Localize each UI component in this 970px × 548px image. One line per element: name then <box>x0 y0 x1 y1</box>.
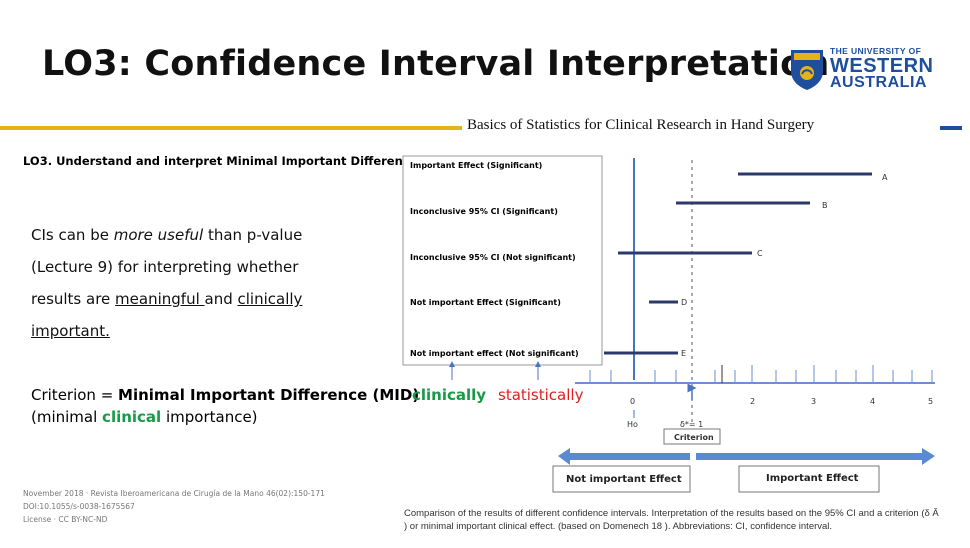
row-label-c: Inconclusive 95% CI (Not significant) <box>410 253 576 262</box>
ci-letter-c: C <box>757 249 763 258</box>
para-line-3: results are meaningful and clinically <box>31 290 303 308</box>
ci-letter-e: E <box>681 349 686 358</box>
learning-objective-heading: LO3. Understand and interpret Minimal Im… <box>23 154 418 168</box>
tick-label-2: 2 <box>750 397 755 406</box>
university-logo: THE UNIVERSITY OF WESTERN AUSTRALIA <box>788 47 938 97</box>
tick-label-3: 3 <box>811 397 816 406</box>
para-line-1: CIs can be more useful than p-value <box>31 226 303 244</box>
criterion-box-label: Criterion <box>674 433 714 442</box>
ci-letter-b: B <box>822 201 828 210</box>
not-important-effect-label: Not important Effect <box>566 474 682 485</box>
statistically-label: statistically <box>498 386 584 404</box>
right-effect-arrow <box>696 448 935 465</box>
tick-label-5: 5 <box>928 397 933 406</box>
gold-divider <box>0 126 462 130</box>
page-title: LO3: Confidence Interval Interpretation <box>42 44 830 84</box>
logo-line1: THE UNIVERSITY OF <box>830 46 922 56</box>
legend-box <box>402 155 603 366</box>
criterion-definition: Criterion = Minimal Important Difference… <box>31 386 420 426</box>
row-label-a: Important Effect (Significant) <box>410 161 542 170</box>
row-label-d: Not important Effect (Significant) <box>410 298 561 307</box>
not-important-effect-box <box>552 465 691 493</box>
important-effect-label: Important Effect <box>766 473 859 484</box>
criterion-box <box>663 428 721 445</box>
left-effect-arrow <box>558 448 690 465</box>
ci-letter-d: D <box>681 298 687 307</box>
doi-line: DOI:10.1055/s-0038-1675567 <box>23 502 135 511</box>
important-effect-box <box>738 465 880 493</box>
slide-subtitle: Basics of Statistics for Clinical Resear… <box>467 117 815 133</box>
ci-letter-a: A <box>882 173 888 182</box>
clinically-label: clinically <box>412 386 487 404</box>
citation-line: November 2018 · Revista Iberoamericana d… <box>23 489 325 498</box>
x-axis-ticks <box>589 365 933 383</box>
row-label-e: Not important effect (Not significant) <box>410 349 579 358</box>
para-line-4: important. <box>31 322 110 340</box>
logo-line2: WESTERN <box>830 54 934 77</box>
row-label-b: Inconclusive 95% CI (Significant) <box>410 207 558 216</box>
license-line: License · CC BY-NC-ND <box>23 515 108 524</box>
tick-label-0: 0 <box>630 397 635 406</box>
tick-label-4: 4 <box>870 397 875 406</box>
blue-divider <box>940 126 962 130</box>
crest-icon <box>791 50 823 90</box>
para-line-2: (Lecture 9) for interpreting whether <box>31 258 299 276</box>
figure-caption: Comparison of the results of different c… <box>404 508 939 532</box>
ho-label: Ho <box>627 420 638 429</box>
delta-label: δ*= 1 <box>680 420 703 429</box>
logo-line3: AUSTRALIA <box>830 73 927 91</box>
